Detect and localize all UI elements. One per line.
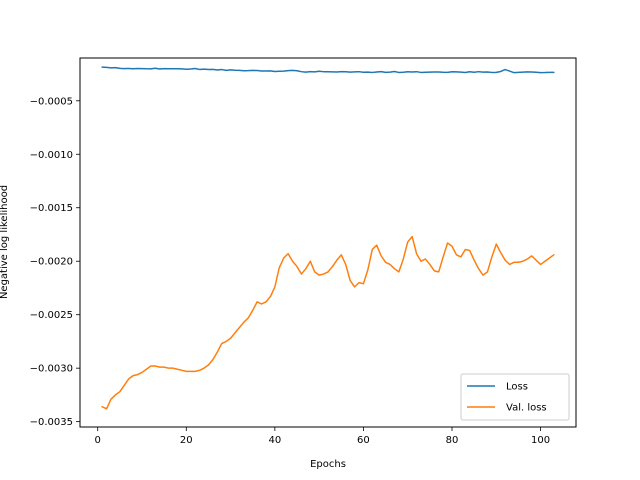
y-tick-label: −0.0020 bbox=[30, 257, 73, 268]
series-line-val-loss bbox=[101, 235, 555, 410]
x-tick-label: 100 bbox=[531, 435, 550, 446]
y-axis-label: Negative log likelihood bbox=[0, 185, 10, 299]
y-tick-label: −0.0015 bbox=[30, 203, 73, 214]
y-tick-label: −0.0010 bbox=[30, 150, 73, 161]
x-axis: 0 20 40 60 80 100 bbox=[95, 427, 550, 446]
y-tick-label: −0.0035 bbox=[30, 417, 73, 428]
x-tick-label: 60 bbox=[357, 435, 370, 446]
series-line-loss bbox=[101, 66, 555, 74]
x-tick-label: 0 bbox=[95, 435, 101, 446]
legend-label: Loss bbox=[506, 382, 528, 393]
y-tick-label: −0.0025 bbox=[30, 310, 73, 321]
x-tick-label: 20 bbox=[180, 435, 193, 446]
series-layer bbox=[101, 66, 555, 410]
x-tick-label: 80 bbox=[446, 435, 459, 446]
x-tick-label: 40 bbox=[268, 435, 281, 446]
legend-label: Val. loss bbox=[506, 403, 547, 414]
x-axis-label: Epochs bbox=[310, 459, 346, 470]
y-tick-label: −0.0030 bbox=[30, 364, 73, 375]
y-axis: −0.0035 −0.0030 −0.0025 −0.0020 −0.0015 −0.00… bbox=[30, 96, 80, 428]
y-tick-label: −0.0005 bbox=[30, 96, 73, 107]
legend: Loss Val. loss bbox=[460, 373, 570, 421]
axes-frame bbox=[79, 57, 577, 428]
